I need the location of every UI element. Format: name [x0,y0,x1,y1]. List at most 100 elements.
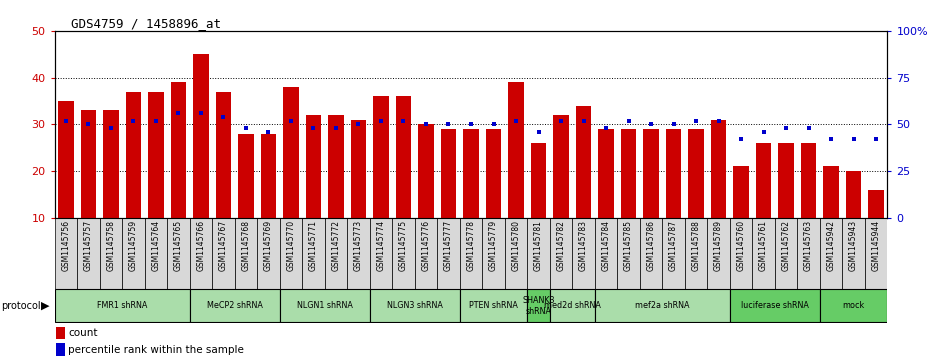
Bar [261,134,276,218]
Bar [640,218,662,289]
Bar [392,218,414,289]
Bar [730,289,820,322]
Text: GSM1145757: GSM1145757 [84,220,93,271]
Text: GSM1145774: GSM1145774 [377,220,385,271]
Bar [666,129,681,218]
Bar [328,115,344,218]
Bar [148,91,164,218]
Bar [437,218,460,289]
Bar [460,289,528,322]
Bar [733,166,749,218]
Bar [373,96,389,218]
Bar [80,110,96,218]
Text: GSM1145777: GSM1145777 [444,220,453,271]
Text: mock: mock [842,301,865,310]
Text: GSM1145786: GSM1145786 [646,220,656,271]
Text: GSM1145772: GSM1145772 [332,220,340,271]
Bar [418,124,434,218]
Text: GSM1145762: GSM1145762 [782,220,790,271]
Bar [685,218,707,289]
Text: GSM1145759: GSM1145759 [129,220,138,271]
Bar [125,91,141,218]
Text: GSM1145766: GSM1145766 [197,220,205,271]
Bar [325,218,348,289]
Bar [820,289,887,322]
Text: GSM1145784: GSM1145784 [602,220,610,271]
Bar [801,143,817,218]
Bar [77,218,100,289]
Text: PTEN shRNA: PTEN shRNA [469,301,518,310]
Text: GSM1145776: GSM1145776 [421,220,430,271]
Text: GSM1145779: GSM1145779 [489,220,498,271]
Bar [710,120,726,218]
Bar [550,289,594,322]
Bar [775,218,797,289]
Text: GSM1145773: GSM1145773 [354,220,363,271]
Bar [869,190,884,218]
Bar [280,289,369,322]
Text: GSM1145789: GSM1145789 [714,220,723,271]
Bar [755,143,771,218]
Bar [553,115,569,218]
Bar [238,134,253,218]
Bar [122,218,145,289]
Text: GSM1145767: GSM1145767 [219,220,228,271]
Bar [55,218,77,289]
Text: percentile rank within the sample: percentile rank within the sample [68,344,244,355]
Bar [463,129,479,218]
Bar [414,218,437,289]
Text: med2d shRNA: med2d shRNA [544,301,601,310]
Bar [846,171,862,218]
Bar [55,289,189,322]
Text: GSM1145944: GSM1145944 [871,220,881,271]
Text: GSM1145756: GSM1145756 [61,220,71,271]
Bar [171,82,187,218]
Bar [528,289,550,322]
Bar [662,218,685,289]
Bar [530,143,546,218]
Bar [550,218,573,289]
Bar [100,218,122,289]
Bar [689,129,704,218]
Bar [348,218,369,289]
Bar [460,218,482,289]
Bar [193,54,209,218]
Text: count: count [68,328,97,338]
Bar [797,218,820,289]
Text: MeCP2 shRNA: MeCP2 shRNA [206,301,263,310]
Text: NLGN1 shRNA: NLGN1 shRNA [297,301,352,310]
Bar [598,129,614,218]
Text: GSM1145942: GSM1145942 [826,220,836,271]
Bar [823,166,839,218]
Text: GSM1145785: GSM1145785 [624,220,633,271]
Bar [369,218,392,289]
Bar [643,129,658,218]
Bar [576,106,592,218]
Bar [167,218,189,289]
Text: GSM1145764: GSM1145764 [152,220,160,271]
Bar [482,218,505,289]
Bar [235,218,257,289]
Bar [508,82,524,218]
Bar [441,129,456,218]
Text: GSM1145770: GSM1145770 [286,220,296,271]
Text: GSM1145765: GSM1145765 [174,220,183,271]
Text: SHANK3
shRNA: SHANK3 shRNA [522,296,555,315]
Text: GSM1145778: GSM1145778 [466,220,476,271]
Bar [778,143,794,218]
Bar [57,343,65,356]
Text: GSM1145788: GSM1145788 [691,220,701,271]
Text: GSM1145775: GSM1145775 [399,220,408,271]
Bar [257,218,280,289]
Bar [820,218,842,289]
Text: GSM1145768: GSM1145768 [241,220,251,271]
Bar [216,91,232,218]
Bar [145,218,167,289]
Bar [573,218,594,289]
Text: mef2a shRNA: mef2a shRNA [635,301,690,310]
Bar [305,115,321,218]
Text: protocol: protocol [1,301,41,311]
Bar [730,218,753,289]
Text: GSM1145783: GSM1145783 [579,220,588,271]
Bar [369,289,460,322]
